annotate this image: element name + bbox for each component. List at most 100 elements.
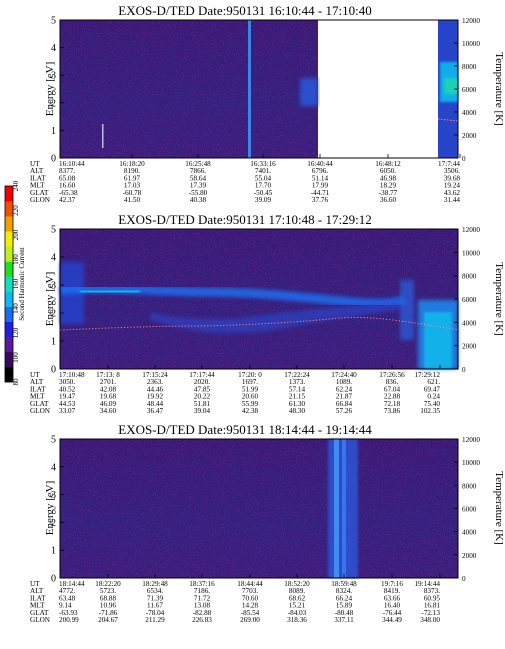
orbit-cell: 2020. (194, 378, 210, 386)
orbit-cell: -63.93 (59, 609, 78, 617)
orbit-cell: 68.88 (100, 594, 117, 602)
orbit-cell: 19.92 (147, 393, 164, 401)
ytick-label: 1 (51, 546, 56, 557)
orbit-cell: 18:14:44 (59, 580, 85, 588)
orbit-cell: 48.44 (147, 400, 164, 408)
colorbar-cell (5, 186, 13, 202)
orbit-cell: 8419. (384, 587, 400, 595)
orbit-cell: 3506. (444, 167, 460, 175)
orbit-cell: 37.76 (312, 196, 329, 204)
orbit-cell: 10.96 (100, 602, 117, 610)
colorbar-tick-label: 200 (12, 229, 20, 240)
orbit-cell: 8324. (336, 587, 352, 595)
orbit-cell: 71.39 (147, 594, 164, 602)
panel-3-ylabel: Energy [eV] (44, 481, 56, 535)
orbit-cell: 42.08 (100, 385, 117, 393)
panel-2-y2ticks: 0 2000 4000 6000 8000 10000 12000 (454, 226, 480, 374)
orbit-cell: 20.22 (194, 393, 211, 401)
panel-2-yticks: 0 1 2 3 4 5 (51, 225, 441, 376)
colorbar-tick-label: 220 (12, 205, 20, 216)
y2tick-label: 4000 (462, 109, 477, 117)
orbit-cell: 16:48:12 (375, 160, 401, 168)
orbit-cell: 65.08 (59, 174, 76, 182)
orbit-cell: 6534. (147, 587, 163, 595)
orbit-cell: 34.60 (100, 407, 117, 415)
orbit-row-label: ALT (30, 378, 44, 386)
ytick-label: 5 (51, 225, 56, 236)
y2tick-label: 10000 (462, 249, 480, 257)
orbit-cell: 48.30 (289, 407, 306, 415)
orbit-cell: 39.09 (255, 196, 272, 204)
orbit-cell: 43.62 (444, 189, 461, 197)
panel-2: EXOS-D/TED Date:950131 17:10:48 - 17:29:… (30, 212, 505, 415)
ytick-label: 3 (51, 71, 56, 82)
y2tick-label: 0 (462, 366, 466, 374)
orbit-cell: 61.97 (124, 174, 141, 182)
panel-2-lower-band (150, 300, 400, 334)
orbit-cell: 19.24 (444, 182, 461, 190)
panel-2-y2label: Temperature [K] (493, 262, 505, 335)
colorbar-cell (5, 351, 13, 368)
orbit-cell: -65.38 (59, 189, 78, 197)
orbit-cell: 226.83 (192, 616, 212, 624)
panel-1-streak (248, 20, 251, 158)
y2tick-label: 4000 (462, 529, 477, 537)
orbit-row-label: MLT (30, 602, 45, 610)
orbit-row-label: UT (30, 371, 40, 379)
orbit-row-label: ILAT (30, 385, 46, 393)
orbit-cell: 8373. (424, 587, 440, 595)
orbit-cell: 72.18 (384, 400, 401, 408)
colorbar-tick-label: 140 (12, 303, 20, 314)
orbit-cell: 6796. (312, 167, 328, 175)
y2tick-label: 6000 (462, 86, 477, 94)
orbit-cell: 31.44 (444, 196, 461, 204)
ytick-label: 5 (51, 435, 56, 446)
panel-1-spike (102, 124, 104, 148)
colorbar-cell (5, 216, 13, 232)
orbit-cell: 18:44:44 (237, 580, 263, 588)
panel-1: EXOS-D/TED Date:950131 16:10:44 - 17:10:… (30, 3, 505, 204)
colorbar-cell (5, 336, 13, 353)
y2tick-label: 10000 (462, 459, 480, 467)
orbit-cell: 18.29 (380, 182, 397, 190)
y2tick-label: 2000 (462, 343, 477, 351)
orbit-cell: 22.88 (384, 393, 401, 401)
panel-1-data-gap (318, 20, 438, 158)
orbit-cell: 11.67 (147, 602, 163, 610)
orbit-cell: 21.87 (336, 393, 353, 401)
panel-1-title: EXOS-D/TED Date:950131 16:10:44 - 17:10:… (118, 3, 371, 18)
orbit-cell: 19.68 (100, 393, 117, 401)
panel-2-main-band-core (79, 287, 141, 296)
orbit-cell: 33.07 (59, 407, 76, 415)
orbit-cell: -60.78 (123, 189, 142, 197)
orbit-row-label: ALT (30, 587, 44, 595)
panel-3-yticks: 0 1 2 3 4 5 (51, 435, 441, 585)
panel-3-noise (60, 439, 458, 578)
orbit-cell: 18:37:16 (189, 580, 215, 588)
orbit-cell: 46.09 (100, 400, 117, 408)
ytick-label: 4 (51, 462, 56, 473)
orbit-cell: 17.99 (312, 182, 329, 190)
orbit-cell: 17.39 (190, 182, 207, 190)
ytick-label: 0 (51, 154, 56, 165)
orbit-cell: 17:7:44 (438, 160, 460, 168)
colorbar-cell (5, 201, 13, 217)
ytick-label: 5 (51, 16, 56, 27)
orbit-cell: 8089. (289, 587, 305, 595)
orbit-cell: 58.64 (190, 174, 207, 182)
orbit-cell: 57.14 (289, 385, 306, 393)
orbit-cell: 18:59:48 (331, 580, 357, 588)
orbit-cell: 55.04 (255, 174, 272, 182)
y2tick-label: 6000 (462, 506, 477, 514)
orbit-cell: 836. (386, 378, 399, 386)
orbit-cell: 71.72 (194, 594, 211, 602)
orbit-cell: -78.04 (146, 609, 165, 617)
orbit-cell: 73.86 (384, 407, 401, 415)
orbit-cell: 40.38 (190, 196, 207, 204)
orbit-cell: 63.66 (384, 594, 401, 602)
orbit-cell: 51.99 (242, 385, 259, 393)
orbit-cell: 68.62 (289, 594, 306, 602)
orbit-cell: 18:29:48 (142, 580, 168, 588)
orbit-cell: 63.48 (59, 594, 76, 602)
orbit-cell: 17:17:44 (189, 371, 215, 379)
